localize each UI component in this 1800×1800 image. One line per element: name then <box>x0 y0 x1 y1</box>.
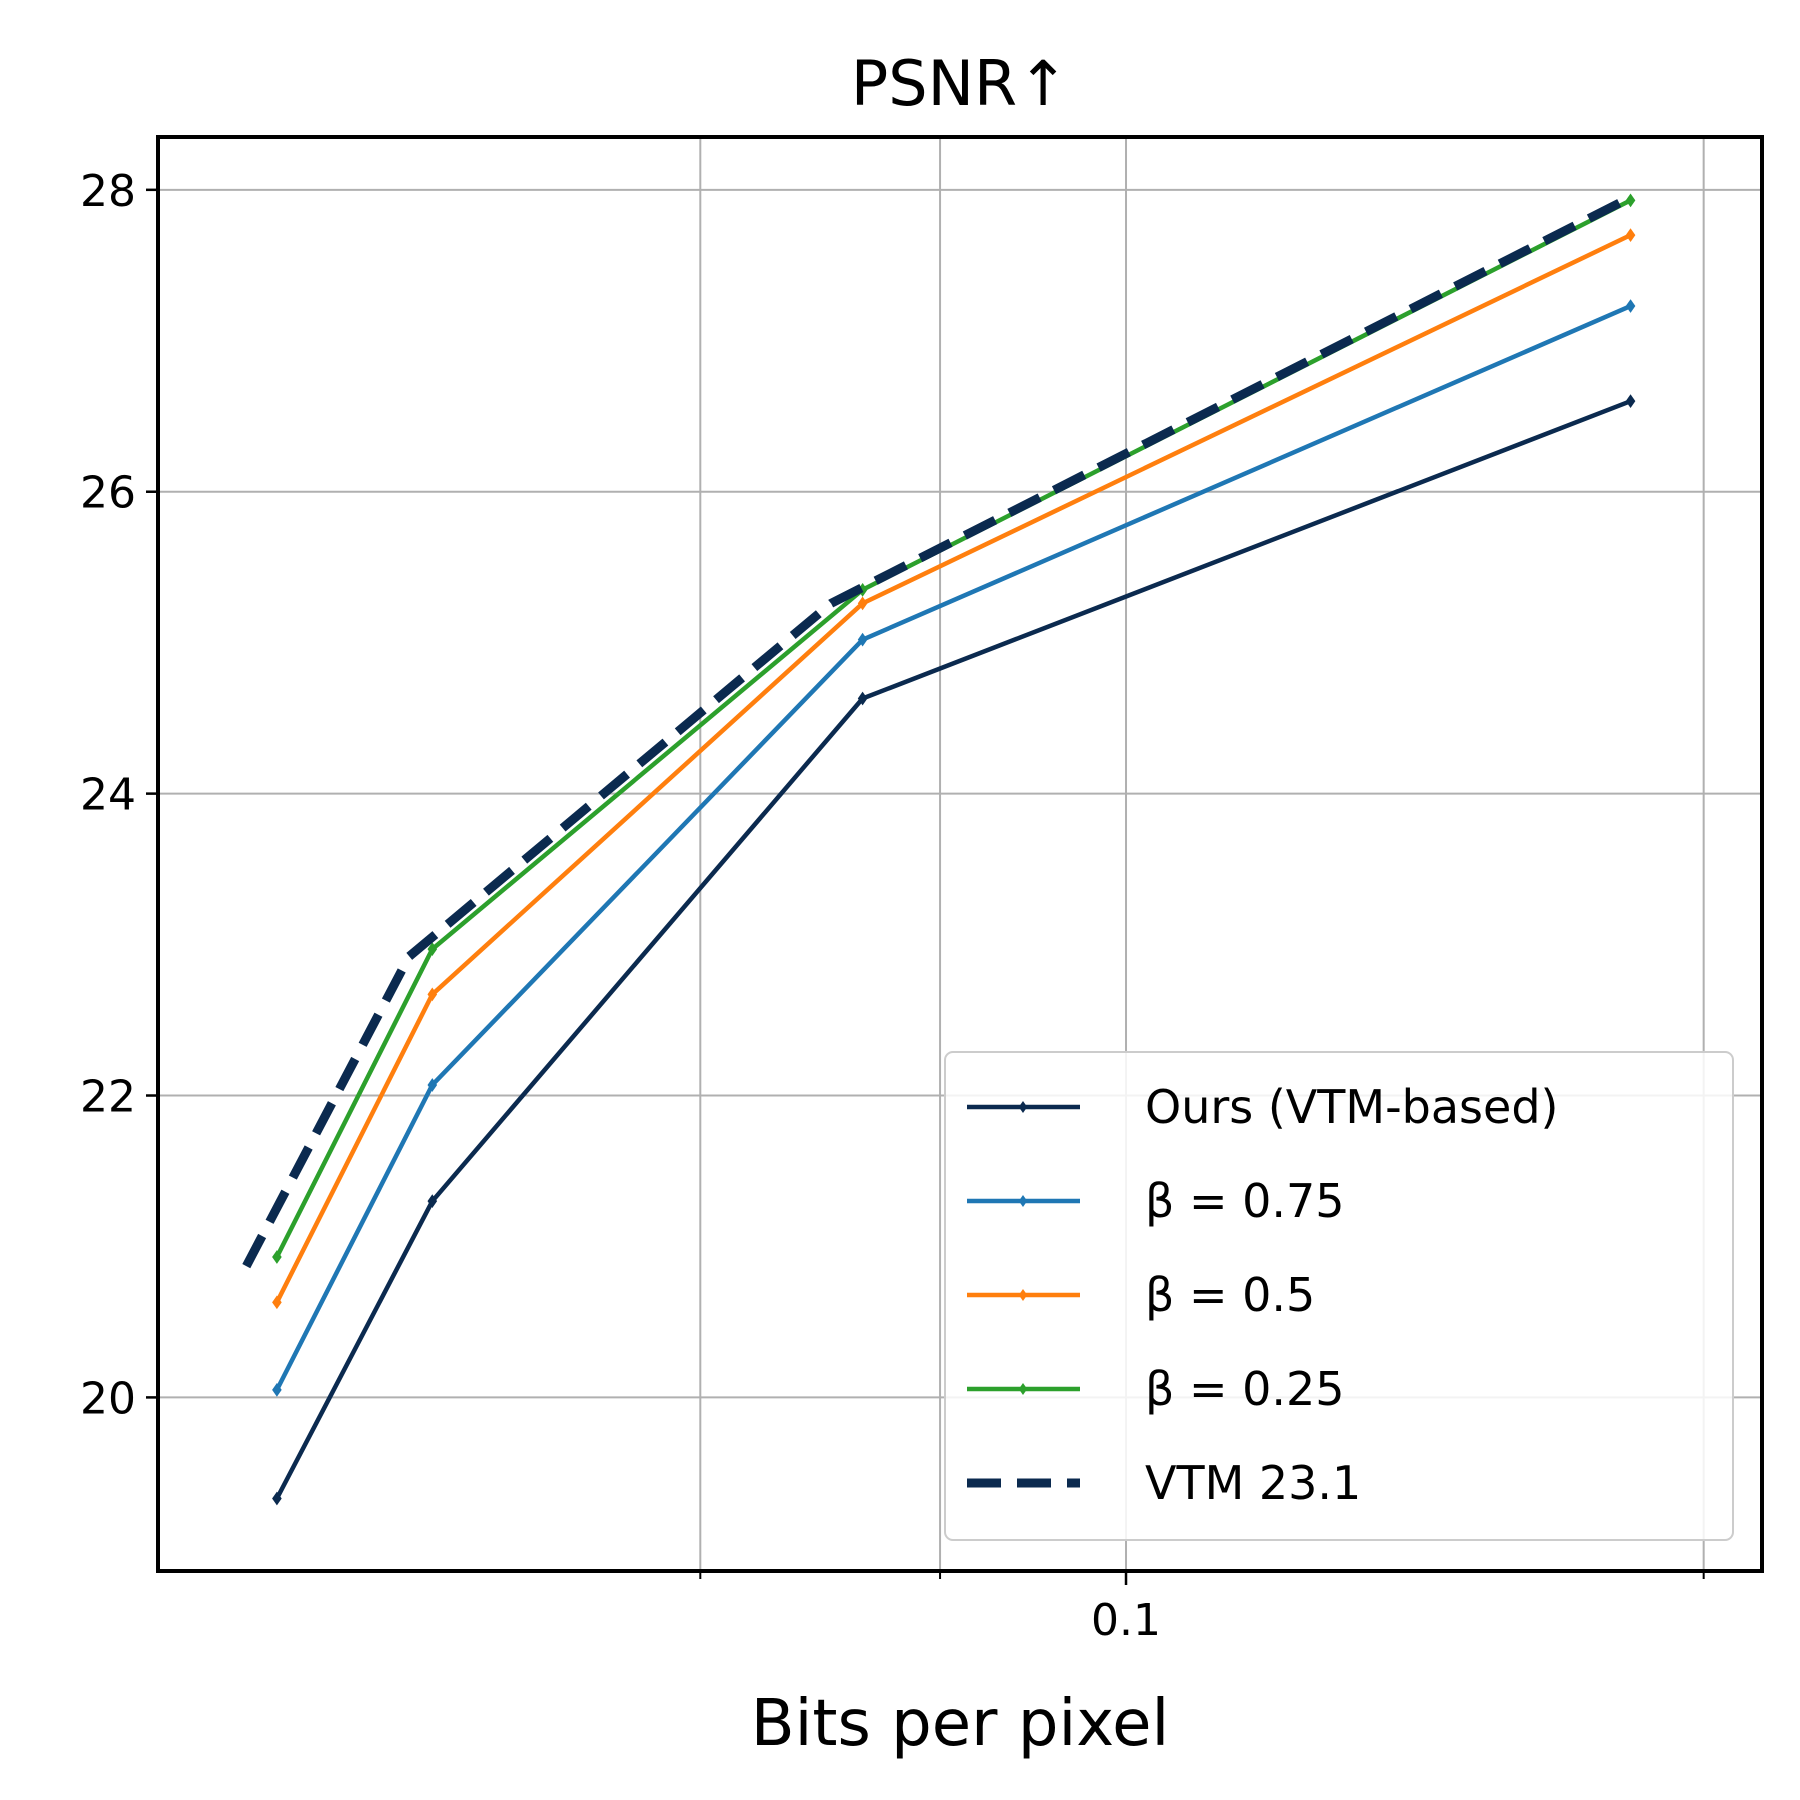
legend-label-3: β = 0.25 <box>1145 1362 1345 1416</box>
axis-ticks: 20 22 24 26 28 0.1 <box>80 166 1705 1646</box>
chart-title: PSNR↑ <box>851 47 1069 120</box>
series-0-point-0 <box>272 1491 282 1506</box>
legend-marker-1 <box>1018 1195 1028 1207</box>
legend-label-4: VTM 23.1 <box>1145 1456 1361 1510</box>
legend-label-0: Ours (VTM-based) <box>1145 1080 1558 1134</box>
legend-marker-0 <box>1018 1101 1028 1113</box>
plot-frame <box>156 135 1764 1573</box>
series-1-point-2 <box>857 632 868 647</box>
legend-label-1: β = 0.75 <box>1145 1174 1345 1228</box>
series-2-point-1 <box>427 987 438 1002</box>
series-1-point-3 <box>1625 299 1636 313</box>
series-0 <box>272 394 1636 1506</box>
legend-label-2: β = 0.5 <box>1145 1268 1315 1322</box>
series-2-point-2 <box>857 596 868 611</box>
series-line-1 <box>274 304 1632 1391</box>
series-2-point-3 <box>1625 228 1636 242</box>
series-1-point-0 <box>272 1382 282 1397</box>
series-0-point-1 <box>427 1194 438 1209</box>
series-line-0 <box>274 399 1632 1500</box>
series-0-point-2 <box>857 691 868 706</box>
series-line-2 <box>274 233 1632 1304</box>
series-1 <box>272 299 1636 1397</box>
series-1-point-1 <box>427 1078 438 1092</box>
y-tick-label-1: 22 <box>80 1072 136 1123</box>
legend-box <box>944 1051 1734 1541</box>
series-line-4 <box>242 193 1633 1269</box>
series-0-point-3 <box>1625 394 1636 409</box>
series-4 <box>242 193 1633 1269</box>
series-3-point-0 <box>272 1250 282 1264</box>
series-2 <box>272 228 1636 1310</box>
x-tick-label-0: 0.1 <box>1091 1595 1161 1646</box>
legend-marker-3 <box>1018 1383 1028 1395</box>
series-3-point-3 <box>1625 193 1636 208</box>
x-axis-label: Bits per pixel <box>751 1687 1170 1761</box>
plot-series <box>242 193 1636 1506</box>
y-tick-label-3: 26 <box>80 468 136 519</box>
legend: Ours (VTM-based) β = 0.75 β = 0.5 β = 0.25 V… <box>944 1051 1734 1541</box>
series-2-point-0 <box>272 1295 282 1310</box>
y-tick-label-0: 20 <box>80 1373 136 1424</box>
y-tick-label-2: 24 <box>80 770 136 821</box>
series-3-point-1 <box>427 942 438 956</box>
legend-marker-2 <box>1018 1289 1028 1301</box>
y-tick-label-4: 28 <box>80 166 136 217</box>
